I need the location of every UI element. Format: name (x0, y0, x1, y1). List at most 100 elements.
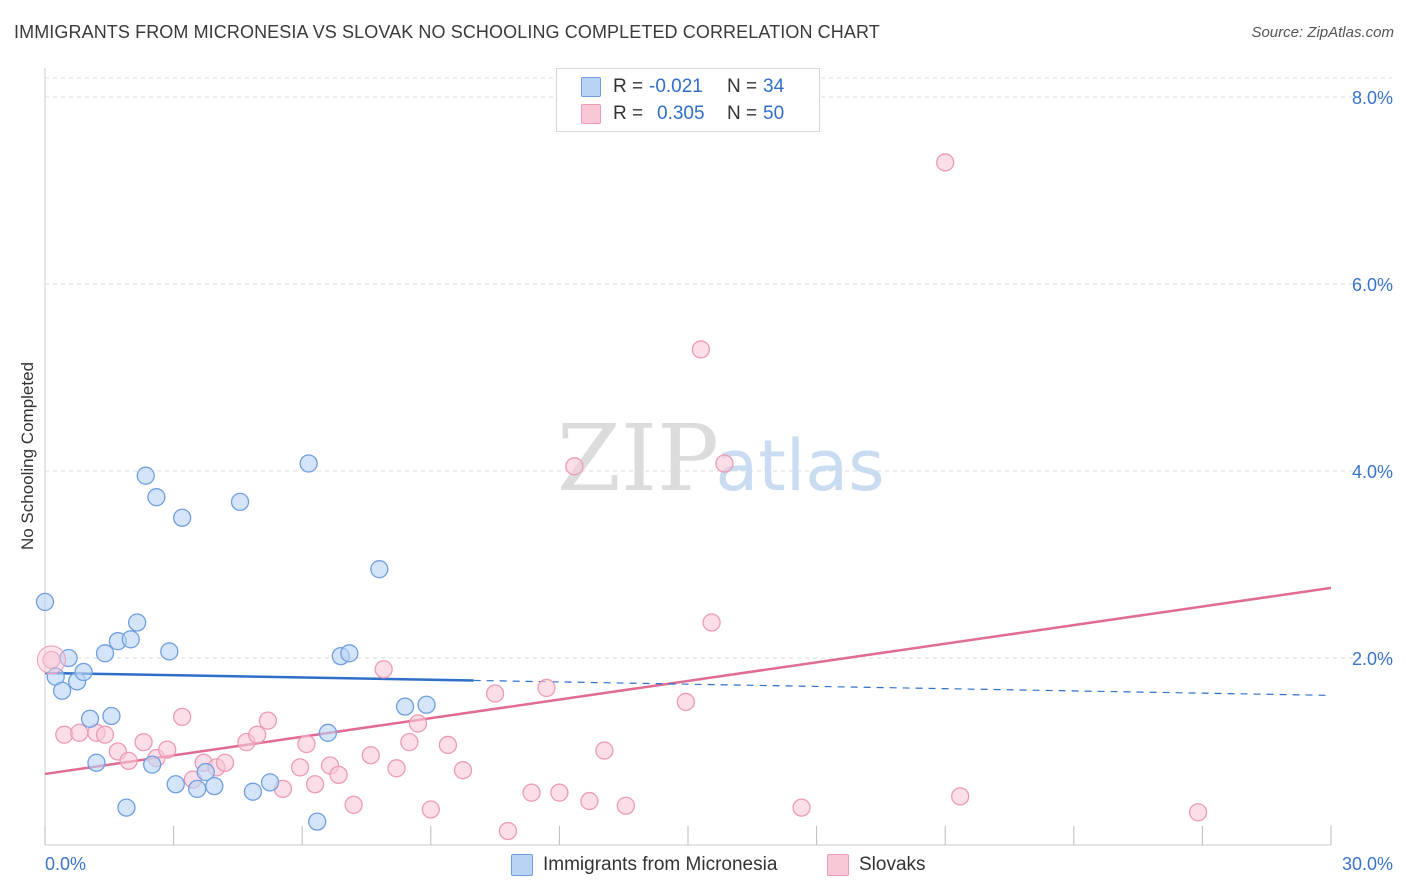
slovaks-legend-icon (827, 854, 849, 876)
slovaks-data-point (1188, 803, 1208, 822)
n-value-slovaks: 50 (763, 103, 785, 124)
micronesia-data-point (143, 755, 162, 774)
slovaks-data-point (55, 725, 74, 744)
slovaks-data-point (453, 761, 473, 780)
micronesia-data-point (128, 613, 147, 632)
micronesia-data-point (205, 776, 224, 796)
slovaks-data-point (715, 454, 734, 473)
slovaks-data-point (936, 153, 955, 172)
slovaks-data-point (36, 645, 66, 675)
slovaks-data-point (70, 723, 89, 742)
micronesia-swatch-icon (581, 77, 601, 97)
watermark: ZIP atlas (557, 405, 885, 512)
micronesia-data-point (395, 697, 415, 716)
bottom-legend-slovaks[interactable]: Slovaks (827, 852, 926, 878)
micronesia-data-point (166, 775, 185, 794)
micronesia-data-point (188, 779, 207, 799)
axes (44, 68, 1332, 846)
slovaks-data-point (565, 457, 584, 476)
slovaks-data-point (522, 783, 541, 802)
micronesia-data-point (147, 488, 166, 507)
micronesia-data-point (340, 644, 359, 663)
n-label: N = (727, 103, 758, 124)
slovaks-data-point (387, 759, 406, 778)
slovaks-data-point (258, 711, 278, 730)
legend-row-slovaks: R = 0.305 N = 50 (581, 102, 784, 126)
slovaks-data-point (158, 740, 177, 759)
trend-lines (44, 586, 1332, 776)
micronesia-data-point (243, 782, 263, 801)
r-value-micronesia: -0.021 (649, 76, 703, 97)
slovaks-data-point (329, 765, 348, 785)
micronesia-data-point (308, 812, 327, 831)
slovaks-swatch-icon (581, 104, 601, 124)
slovaks-data-point (400, 733, 419, 752)
slovaks-data-point (580, 791, 599, 811)
micronesia-data-point (417, 695, 436, 714)
micronesia-data-point (87, 753, 106, 772)
bottom-legend-micronesia[interactable]: Immigrants from Micronesia (511, 852, 777, 878)
micronesia-data-point (160, 642, 179, 661)
slovaks-data-point (438, 735, 458, 755)
slovaks-data-point (676, 692, 696, 712)
correlation-legend: R = -0.021 N = 34 R = 0.305 N = 50 (556, 68, 820, 132)
chart-title: IMMIGRANTS FROM MICRONESIA VS SLOVAK NO … (14, 22, 880, 42)
micronesia-data-point (52, 681, 72, 700)
micronesia-data-point (260, 773, 280, 792)
micronesia-legend-icon (511, 854, 533, 876)
slovaks-data-point (408, 714, 428, 733)
slovaks-data-point (702, 613, 721, 632)
micronesia-data-point (121, 630, 140, 649)
y-tick-label: 8.0% (1352, 88, 1393, 108)
x-tick-label: 0.0% (45, 854, 86, 874)
micronesia-data-point (173, 508, 192, 527)
y-tick-label: 2.0% (1352, 649, 1393, 669)
r-value-slovaks: 0.305 (657, 103, 705, 124)
slovaks-data-point (305, 775, 325, 794)
source-credit: Source: ZipAtlas.com (1251, 24, 1394, 41)
data-points (35, 153, 1208, 841)
slovaks-data-point (374, 660, 393, 679)
n-value-micronesia: 34 (763, 76, 785, 97)
slovaks-data-point (792, 798, 811, 817)
slovaks-data-point (119, 751, 138, 770)
micronesia-data-point (80, 709, 100, 728)
x-tick-label: 30.0% (1342, 854, 1393, 874)
micronesia-data-point (196, 762, 215, 782)
slovaks-data-point (616, 796, 635, 815)
slovaks-data-point (595, 741, 614, 760)
micronesia-data-point (318, 723, 338, 742)
slovaks-data-point (134, 733, 153, 752)
legend-row-micronesia: R = -0.021 N = 34 (581, 75, 784, 99)
micronesia-data-point (117, 798, 136, 817)
micronesia-data-point (230, 492, 250, 512)
slovaks-data-point (691, 340, 711, 359)
micronesia-trend-line (44, 671, 474, 682)
slovaks-data-point (951, 787, 970, 806)
slovaks-data-point (550, 783, 569, 802)
slovaks-data-point (290, 758, 310, 777)
slovaks-data-point (361, 746, 380, 765)
y-tick-label: 6.0% (1352, 275, 1393, 295)
watermark-atlas: atlas (715, 425, 884, 507)
slovaks-data-point (173, 707, 192, 727)
watermark-zip: ZIP (557, 405, 719, 512)
grid-lines (45, 77, 1392, 659)
r-label: R = (613, 103, 644, 124)
micronesia-legend-label: Immigrants from Micronesia (543, 854, 778, 875)
slovaks-data-point (485, 684, 505, 703)
n-label: N = (727, 76, 758, 97)
tick-labels: 2.0% 4.0% 6.0% 8.0% 0.0% 30.0% (45, 88, 1393, 874)
slovaks-data-point (215, 753, 235, 772)
micronesia-data-point (370, 560, 389, 579)
slovaks-data-point (498, 821, 518, 841)
slovaks-trend-line (44, 586, 1332, 776)
micronesia-data-point (74, 662, 93, 682)
y-axis-label: No Schooling Completed (18, 361, 37, 551)
micronesia-data-point (102, 706, 121, 726)
micronesia-data-point (95, 644, 115, 663)
slovaks-data-point (537, 678, 556, 698)
y-tick-label: 4.0% (1352, 462, 1393, 482)
micronesia-data-point (136, 466, 155, 485)
